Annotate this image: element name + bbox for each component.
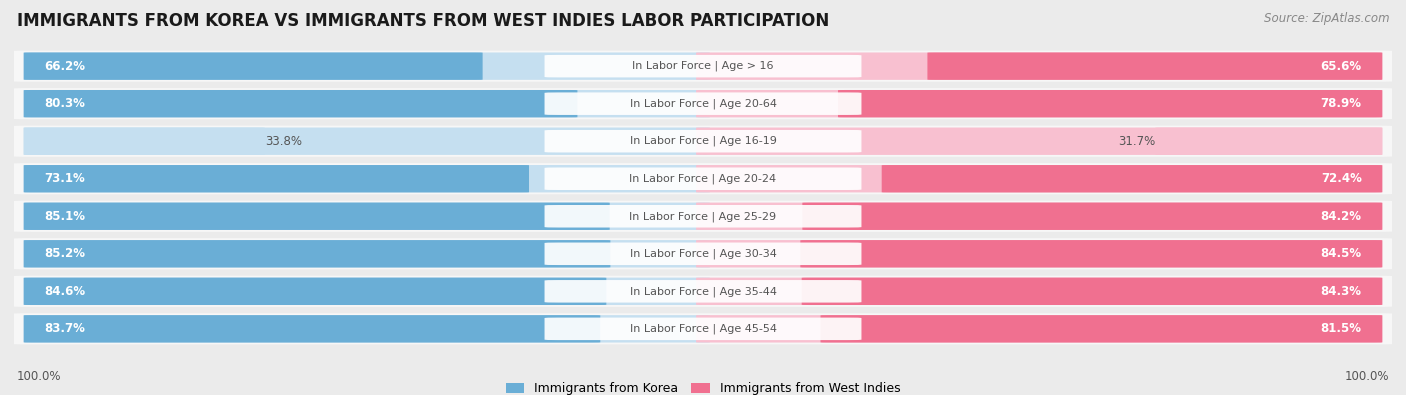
FancyBboxPatch shape: [544, 130, 862, 152]
FancyBboxPatch shape: [24, 128, 264, 155]
Text: 33.8%: 33.8%: [264, 135, 302, 148]
Text: In Labor Force | Age 25-29: In Labor Force | Age 25-29: [630, 211, 776, 222]
Text: In Labor Force | Age 30-34: In Labor Force | Age 30-34: [630, 248, 776, 259]
FancyBboxPatch shape: [544, 280, 862, 303]
FancyBboxPatch shape: [10, 51, 1396, 82]
FancyBboxPatch shape: [24, 53, 710, 80]
Text: 65.6%: 65.6%: [1320, 60, 1361, 73]
Text: In Labor Force | Age 45-54: In Labor Force | Age 45-54: [630, 324, 776, 334]
Text: 83.7%: 83.7%: [45, 322, 86, 335]
FancyBboxPatch shape: [10, 163, 1396, 194]
Text: 84.6%: 84.6%: [45, 285, 86, 298]
FancyBboxPatch shape: [882, 165, 1382, 192]
Text: In Labor Force | Age 20-24: In Labor Force | Age 20-24: [630, 173, 776, 184]
FancyBboxPatch shape: [10, 201, 1396, 232]
FancyBboxPatch shape: [544, 243, 862, 265]
FancyBboxPatch shape: [696, 278, 1382, 305]
FancyBboxPatch shape: [24, 203, 610, 230]
FancyBboxPatch shape: [24, 315, 710, 342]
Text: 85.1%: 85.1%: [45, 210, 86, 223]
FancyBboxPatch shape: [696, 128, 1382, 155]
Text: 80.3%: 80.3%: [45, 97, 86, 110]
FancyBboxPatch shape: [10, 88, 1396, 119]
Text: Source: ZipAtlas.com: Source: ZipAtlas.com: [1264, 12, 1389, 25]
FancyBboxPatch shape: [24, 203, 710, 230]
Text: 100.0%: 100.0%: [1344, 370, 1389, 383]
Text: 85.2%: 85.2%: [45, 247, 86, 260]
FancyBboxPatch shape: [696, 165, 1382, 192]
Text: 66.2%: 66.2%: [45, 60, 86, 73]
FancyBboxPatch shape: [10, 126, 1396, 157]
FancyBboxPatch shape: [24, 165, 529, 192]
FancyBboxPatch shape: [24, 240, 610, 267]
FancyBboxPatch shape: [1156, 128, 1382, 155]
FancyBboxPatch shape: [696, 203, 1382, 230]
FancyBboxPatch shape: [544, 92, 862, 115]
Text: 73.1%: 73.1%: [45, 172, 86, 185]
FancyBboxPatch shape: [10, 276, 1396, 307]
FancyBboxPatch shape: [696, 315, 1382, 342]
Text: 72.4%: 72.4%: [1320, 172, 1361, 185]
FancyBboxPatch shape: [544, 205, 862, 228]
FancyBboxPatch shape: [696, 240, 1382, 267]
Text: 31.7%: 31.7%: [1118, 135, 1156, 148]
Text: 100.0%: 100.0%: [17, 370, 62, 383]
FancyBboxPatch shape: [24, 278, 710, 305]
FancyBboxPatch shape: [10, 313, 1396, 344]
FancyBboxPatch shape: [24, 128, 710, 155]
Text: 84.5%: 84.5%: [1320, 247, 1361, 260]
FancyBboxPatch shape: [928, 53, 1382, 80]
Text: In Labor Force | Age > 16: In Labor Force | Age > 16: [633, 61, 773, 71]
FancyBboxPatch shape: [801, 278, 1382, 305]
Legend: Immigrants from Korea, Immigrants from West Indies: Immigrants from Korea, Immigrants from W…: [506, 382, 900, 395]
FancyBboxPatch shape: [800, 240, 1382, 267]
FancyBboxPatch shape: [821, 315, 1382, 342]
FancyBboxPatch shape: [544, 318, 862, 340]
Text: 84.3%: 84.3%: [1320, 285, 1361, 298]
FancyBboxPatch shape: [24, 240, 710, 267]
FancyBboxPatch shape: [803, 203, 1382, 230]
FancyBboxPatch shape: [24, 90, 710, 117]
FancyBboxPatch shape: [24, 53, 482, 80]
FancyBboxPatch shape: [696, 53, 1382, 80]
FancyBboxPatch shape: [544, 55, 862, 77]
FancyBboxPatch shape: [696, 90, 1382, 117]
Text: 84.2%: 84.2%: [1320, 210, 1361, 223]
FancyBboxPatch shape: [24, 165, 710, 192]
Text: In Labor Force | Age 35-44: In Labor Force | Age 35-44: [630, 286, 776, 297]
FancyBboxPatch shape: [24, 315, 600, 342]
FancyBboxPatch shape: [24, 90, 578, 117]
FancyBboxPatch shape: [24, 278, 606, 305]
FancyBboxPatch shape: [544, 167, 862, 190]
Text: In Labor Force | Age 16-19: In Labor Force | Age 16-19: [630, 136, 776, 147]
FancyBboxPatch shape: [838, 90, 1382, 117]
Text: 78.9%: 78.9%: [1320, 97, 1361, 110]
Text: 81.5%: 81.5%: [1320, 322, 1361, 335]
Text: IMMIGRANTS FROM KOREA VS IMMIGRANTS FROM WEST INDIES LABOR PARTICIPATION: IMMIGRANTS FROM KOREA VS IMMIGRANTS FROM…: [17, 12, 830, 30]
FancyBboxPatch shape: [10, 238, 1396, 269]
Text: In Labor Force | Age 20-64: In Labor Force | Age 20-64: [630, 98, 776, 109]
